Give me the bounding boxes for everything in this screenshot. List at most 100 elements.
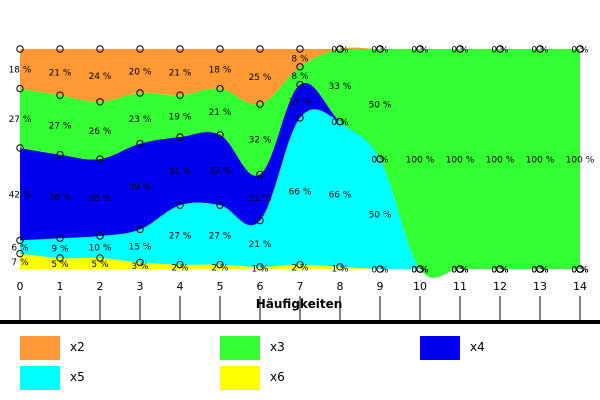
- value-label-x6-11: 0 %: [451, 266, 469, 276]
- x-tick-label-8: 8: [337, 280, 344, 293]
- value-label-x4-12: 0 %: [491, 266, 509, 276]
- value-label-x3-0: 27 %: [9, 115, 32, 125]
- point-markers: [16, 45, 584, 273]
- point-marker-x2-7: [296, 45, 304, 53]
- value-label-x6-4: 2 %: [171, 263, 189, 273]
- value-label-x3-14: 100 %: [566, 156, 595, 166]
- point-marker-x4-4: [176, 133, 184, 141]
- value-label-x3-12: 100 %: [486, 156, 515, 166]
- value-label-x5-7: 66 %: [289, 188, 312, 198]
- value-labels: 7 % 5 % 5 % 3 % 2 % 2 % 1 % 2 % 1 % 0 % 0 % 0 % 0 % 0…: [9, 46, 595, 276]
- point-marker-x5-0: [16, 236, 24, 245]
- value-label-x4-9: 0 %: [371, 156, 389, 166]
- x-tick-label-0: 0: [17, 280, 24, 293]
- legend-swatch-x2: [20, 336, 60, 360]
- value-label-x3-7: 8 %: [291, 72, 309, 82]
- point-marker-x3-7: [296, 63, 304, 71]
- value-label-x4-7: 15 %: [289, 98, 312, 108]
- point-marker-x3-0: [16, 84, 24, 93]
- x-tick-label-11: 11: [453, 280, 467, 293]
- point-marker-x5-7: [296, 114, 304, 122]
- point-marker-x5-3: [136, 225, 144, 234]
- point-marker-x4-13: [536, 265, 544, 273]
- value-label-x2-14: 0 %: [571, 46, 589, 56]
- point-marker-x2-3: [136, 45, 144, 53]
- value-label-x3-3: 23 %: [129, 115, 152, 125]
- value-label-x4-14: 0 %: [571, 266, 589, 276]
- value-label-x2-3: 20 %: [129, 68, 152, 78]
- value-label-x6-6: 1 %: [251, 264, 269, 274]
- point-marker-x6-5: [216, 260, 224, 269]
- value-label-x6-2: 5 %: [91, 260, 109, 270]
- value-label-x2-12: 0 %: [491, 46, 509, 56]
- value-label-x4-1: 38 %: [49, 193, 72, 203]
- point-marker-x4-11: [456, 265, 464, 273]
- value-label-x2-1: 21 %: [49, 69, 72, 79]
- point-marker-x4-10: [416, 265, 424, 273]
- value-label-x6-8: 1 %: [331, 264, 349, 274]
- point-marker-x5-1: [56, 234, 64, 242]
- area-x5: [20, 109, 580, 278]
- value-label-x2-8: 0 %: [331, 46, 349, 56]
- area-layers: [20, 47, 580, 278]
- value-label-x3-4: 19 %: [169, 113, 192, 123]
- point-marker-x2-14: [576, 45, 584, 53]
- legend-label-x3: x3: [270, 340, 285, 354]
- legend-label-x2: x2: [70, 340, 85, 354]
- point-marker-x6-1: [56, 254, 64, 262]
- point-marker-x6-6: [256, 263, 264, 271]
- value-label-x2-2: 24 %: [89, 72, 112, 82]
- x-tick-label-2: 2: [97, 280, 104, 293]
- value-label-x4-11: 0 %: [451, 266, 469, 276]
- value-label-x5-14: 0 %: [571, 266, 589, 276]
- value-label-x3-10: 100 %: [406, 156, 435, 166]
- point-marker-x6-8: [336, 263, 344, 271]
- point-marker-x4-9: [376, 155, 384, 163]
- value-label-x5-1: 9 %: [51, 245, 69, 255]
- point-marker-x2-8: [336, 45, 344, 53]
- point-marker-x4-5: [216, 131, 224, 139]
- value-label-x5-0: 6 %: [11, 244, 29, 254]
- point-marker-x5-2: [96, 232, 104, 240]
- value-label-x5-6: 21 %: [249, 240, 272, 250]
- x-tick-label-14: 14: [573, 280, 587, 293]
- x-axis-title: Häufigkeiten: [256, 297, 343, 311]
- value-label-x6-7: 2 %: [291, 263, 309, 273]
- value-label-x4-5: 32 %: [209, 167, 232, 177]
- point-marker-x4-14: [576, 265, 584, 273]
- value-label-x4-3: 39 %: [129, 183, 152, 193]
- value-label-x6-13: 0 %: [531, 266, 549, 276]
- legend-swatch-x3: [220, 336, 260, 360]
- value-label-x2-6: 25 %: [249, 73, 272, 83]
- point-marker-x6-7: [296, 260, 304, 269]
- point-marker-x2-13: [536, 45, 544, 53]
- x-tick-label-12: 12: [493, 280, 507, 293]
- value-label-x5-9: 50 %: [369, 211, 392, 221]
- value-label-x2-7: 8 %: [291, 54, 309, 64]
- x-tick-label-10: 10: [413, 280, 427, 293]
- point-marker-x4-8: [336, 117, 344, 126]
- value-label-x6-14: 0 %: [571, 266, 589, 276]
- value-label-x3-2: 26 %: [89, 127, 112, 137]
- value-label-x3-13: 100 %: [526, 156, 555, 166]
- legend: x2 x3 x4 x5 x6: [0, 330, 600, 400]
- point-marker-x3-5: [216, 84, 224, 93]
- chart-plot: 7 % 5 % 5 % 3 % 2 % 2 % 1 % 2 % 1 % 0 % 0 % 0 % 0 % 0…: [0, 45, 600, 324]
- x-tick-label-3: 3: [137, 280, 144, 293]
- value-label-x4-8: 0 %: [331, 118, 349, 128]
- point-marker-x5-6: [256, 216, 264, 225]
- value-label-x6-3: 3 %: [131, 262, 149, 272]
- point-marker-x2-1: [56, 45, 64, 53]
- point-marker-x3-3: [136, 89, 144, 97]
- value-label-x5-12: 0 %: [491, 266, 509, 276]
- point-marker-x2-2: [96, 45, 104, 53]
- legend-swatch-x6: [220, 366, 260, 390]
- point-marker-x2-6: [256, 45, 264, 53]
- x-tick-label-4: 4: [177, 280, 184, 293]
- value-label-x2-5: 18 %: [209, 65, 232, 75]
- x-tick-label-6: 6: [257, 280, 264, 293]
- value-label-x5-5: 27 %: [209, 231, 232, 241]
- legend-swatch-x5: [20, 366, 60, 390]
- point-marker-x3-4: [176, 91, 184, 99]
- value-label-x5-8: 66 %: [329, 191, 352, 201]
